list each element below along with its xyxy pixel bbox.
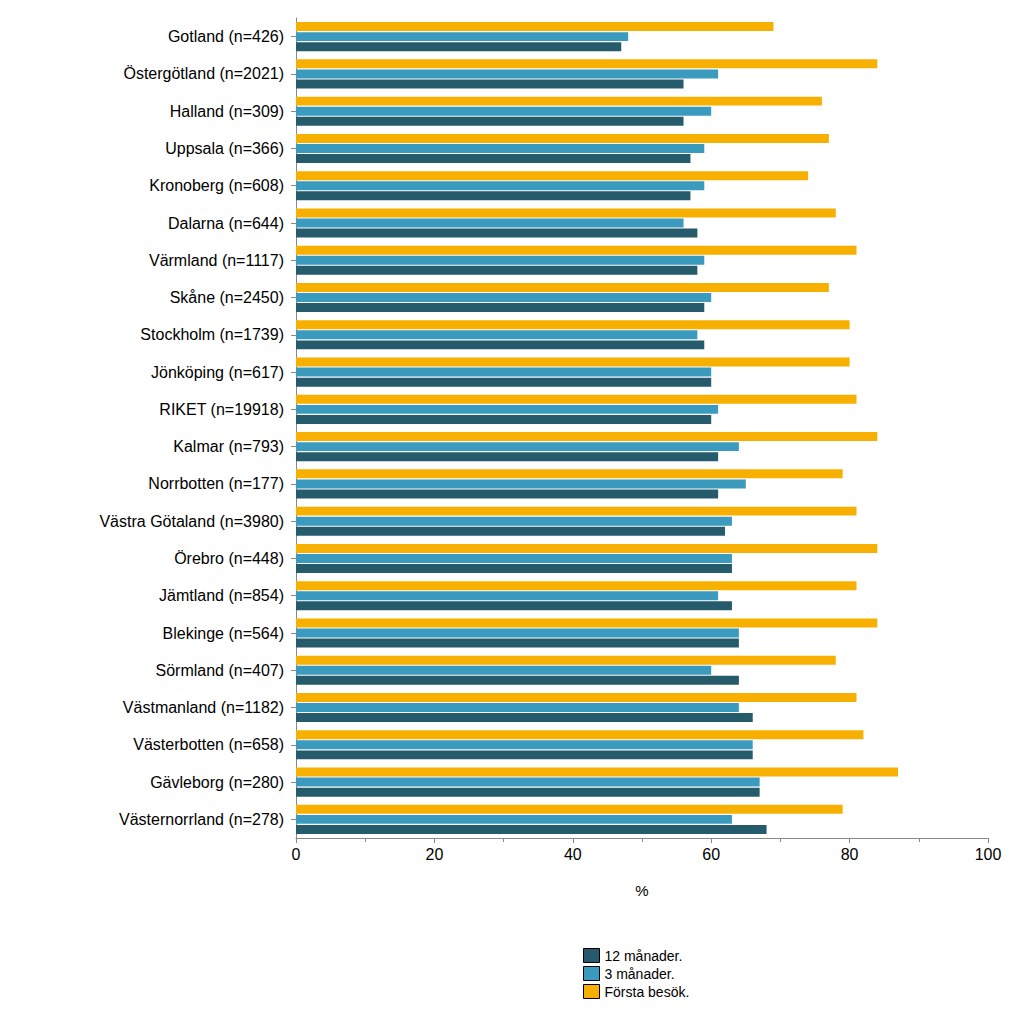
svg-text:Västerbotten (n=658): Västerbotten (n=658) bbox=[133, 736, 284, 753]
svg-text:80: 80 bbox=[841, 846, 859, 863]
svg-text:Gotland (n=426): Gotland (n=426) bbox=[168, 28, 284, 45]
svg-text:Kalmar (n=793): Kalmar (n=793) bbox=[173, 438, 284, 455]
svg-text:Stockholm (n=1739): Stockholm (n=1739) bbox=[140, 326, 284, 343]
svg-text:Västra Götaland (n=3980): Västra Götaland (n=3980) bbox=[99, 513, 284, 530]
svg-text:12 månader.: 12 månader. bbox=[605, 948, 683, 964]
svg-text:Gävleborg (n=280): Gävleborg (n=280) bbox=[150, 774, 284, 791]
svg-text:60: 60 bbox=[702, 846, 720, 863]
svg-text:Sörmland (n=407): Sörmland (n=407) bbox=[155, 662, 284, 679]
svg-text:Skåne (n=2450): Skåne (n=2450) bbox=[170, 289, 284, 306]
svg-text:Örebro (n=448): Örebro (n=448) bbox=[174, 550, 284, 567]
svg-text:20: 20 bbox=[426, 846, 444, 863]
svg-text:Halland (n=309): Halland (n=309) bbox=[170, 103, 284, 120]
svg-text:Jämtland (n=854): Jämtland (n=854) bbox=[159, 587, 284, 604]
svg-text:Dalarna (n=644): Dalarna (n=644) bbox=[168, 215, 284, 232]
svg-text:RIKET (n=19918): RIKET (n=19918) bbox=[159, 401, 284, 418]
svg-text:3 månader.: 3 månader. bbox=[605, 966, 675, 982]
svg-text:Västernorrland (n=278): Västernorrland (n=278) bbox=[119, 811, 284, 828]
svg-text:40: 40 bbox=[564, 846, 582, 863]
svg-text:Norrbotten (n=177): Norrbotten (n=177) bbox=[148, 475, 284, 492]
svg-text:%: % bbox=[635, 882, 648, 899]
svg-text:0: 0 bbox=[292, 846, 301, 863]
svg-text:Blekinge (n=564): Blekinge (n=564) bbox=[163, 625, 284, 642]
svg-text:Kronoberg (n=608): Kronoberg (n=608) bbox=[149, 177, 284, 194]
svg-text:Värmland (n=1117): Värmland (n=1117) bbox=[149, 252, 284, 269]
svg-text:Jönköping (n=617): Jönköping (n=617) bbox=[151, 364, 284, 381]
svg-text:100: 100 bbox=[975, 846, 1002, 863]
svg-text:Västmanland (n=1182): Västmanland (n=1182) bbox=[123, 699, 284, 716]
svg-text:Första besök.: Första besök. bbox=[605, 984, 690, 1000]
svg-text:Östergötland (n=2021): Östergötland (n=2021) bbox=[123, 65, 284, 82]
svg-text:Uppsala (n=366): Uppsala (n=366) bbox=[165, 140, 284, 157]
